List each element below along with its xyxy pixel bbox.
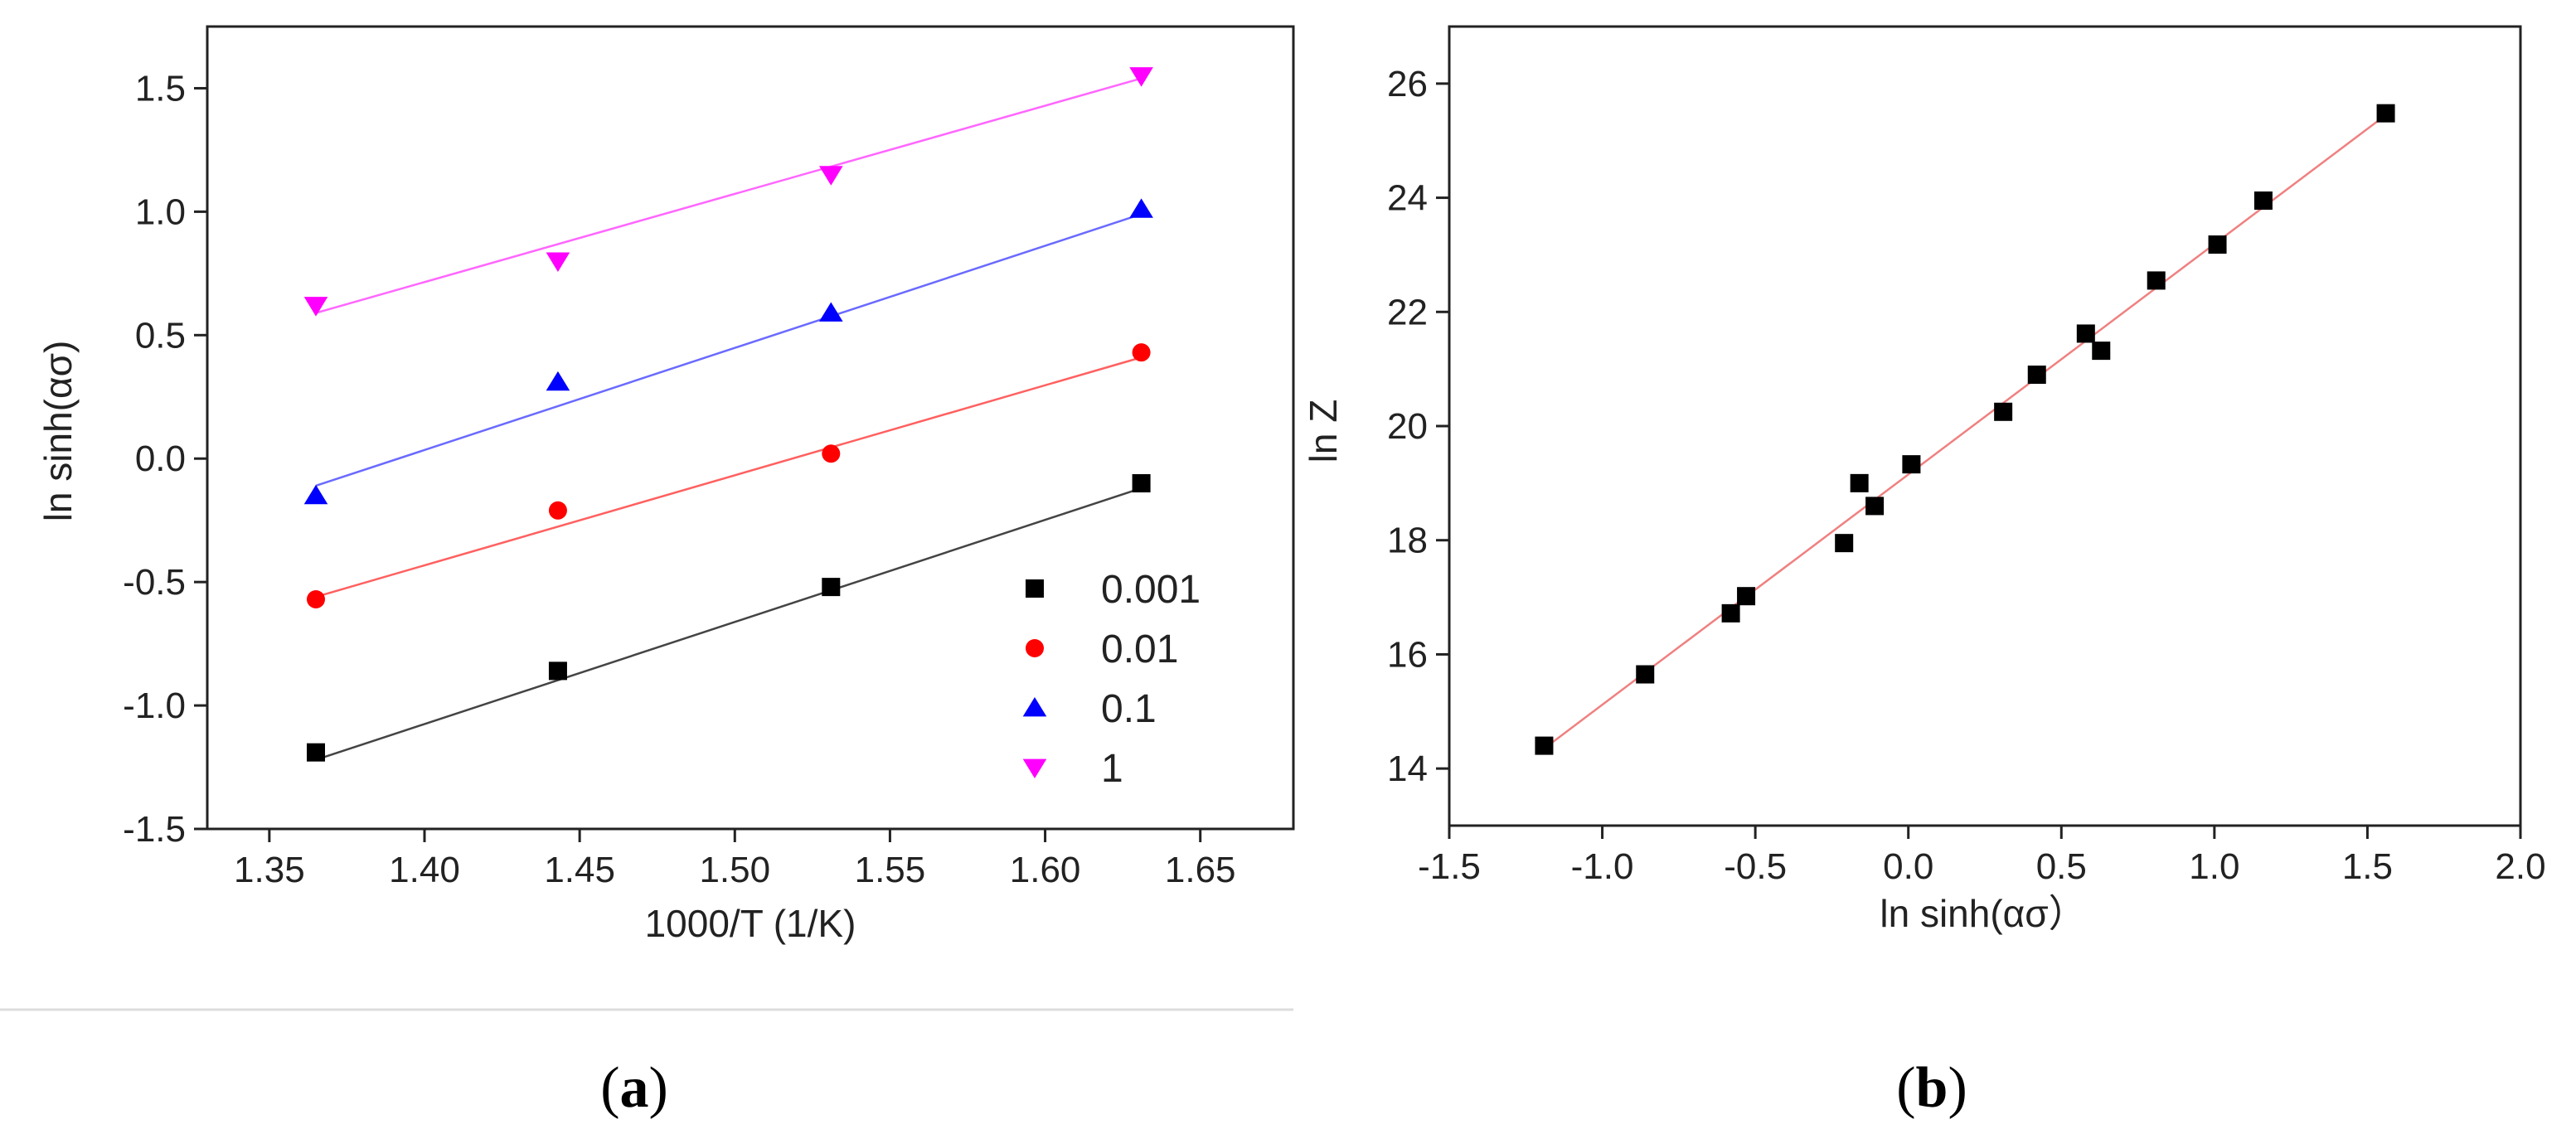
- panel-b-y-ticks: 14 16 18 20 22 24 26: [1387, 64, 1449, 789]
- b-point-data: [2253, 191, 2273, 211]
- b-point-data: [2208, 235, 2227, 254]
- a-point-1: [546, 252, 570, 272]
- a-point-1: [819, 166, 843, 186]
- legend-label-0.001: 0.001: [1101, 568, 1201, 612]
- panel-a-y-ticks: -1.5 -1.0 -0.5 0.0 0.5 1.0 1.5: [123, 68, 207, 850]
- a-x-tick-label: 1.45: [544, 850, 615, 890]
- a-point-0.001: [1132, 474, 1151, 493]
- b-point-data: [2147, 271, 2166, 290]
- b-point-data: [1835, 534, 1854, 553]
- b-point-data: [1737, 587, 1756, 606]
- legend-marker-0.01: [1026, 639, 1044, 657]
- a-point-1: [303, 297, 328, 317]
- b-point-data: [1865, 497, 1885, 516]
- a-x-tick-label: 1.40: [389, 850, 460, 890]
- panel-b-x-ticks: -1.5 -1.0 -0.5 0.0 0.5 1.0 1.5 2.0: [1418, 826, 2546, 887]
- b-point-data: [2076, 324, 2095, 343]
- b-point-data: [1902, 455, 1921, 474]
- panel-a-plot-frame: [206, 25, 1295, 831]
- panel-a: 1.35 1.40 1.45 1.50 1.55 1.60 1.65 -1.5 -1.0 -0.…: [0, 25, 1295, 1120]
- a-x-tick-label: 1.55: [855, 850, 926, 890]
- a-point-0.01: [307, 590, 325, 609]
- legend-label-0.1: 0.1: [1101, 687, 1157, 731]
- a-fit-line-1: [315, 77, 1142, 314]
- b-y-tick-label: 24: [1387, 178, 1428, 219]
- b-y-tick-label: 14: [1387, 749, 1428, 789]
- a-y-tick-label: 1.0: [135, 191, 186, 232]
- a-point-0.1: [819, 302, 843, 322]
- a-x-tick-label: 1.60: [1010, 850, 1081, 890]
- b-x-tick-label: 0.5: [2036, 846, 2087, 887]
- panel-a-x-ticks: 1.35 1.40 1.45 1.50 1.55 1.60 1.65: [234, 829, 1236, 890]
- legend-marker-0.001: [1026, 579, 1044, 598]
- a-x-tick-label: 1.50: [699, 850, 770, 890]
- a-point-0.1: [1129, 198, 1153, 218]
- b-y-tick-label: 26: [1387, 64, 1428, 104]
- a-fit-line-0.01: [315, 356, 1142, 598]
- a-point-0.01: [1132, 343, 1151, 362]
- panel-a-label: (a): [600, 1056, 668, 1120]
- panel-a-fit-lines: [315, 77, 1142, 761]
- legend-label-0.01: 0.01: [1101, 627, 1178, 671]
- b-x-tick-label: 1.5: [2342, 846, 2393, 887]
- panel-a-data-points: [303, 67, 1153, 762]
- a-point-0.01: [822, 444, 841, 463]
- a-point-0.01: [548, 501, 567, 520]
- a-y-tick-label: 0.5: [135, 315, 186, 356]
- panel-b-fit-lines: [1543, 114, 2387, 750]
- a-y-tick-label: 1.5: [135, 68, 186, 109]
- panel-a-legend: 0.001 0.01 0.1 1: [1022, 568, 1201, 791]
- b-point-data: [2027, 366, 2046, 385]
- b-x-tick-label: -0.5: [1724, 846, 1787, 887]
- b-point-data: [1636, 665, 1655, 684]
- b-point-data: [1535, 736, 1554, 755]
- a-point-1: [1129, 67, 1153, 87]
- b-x-tick-label: -1.5: [1418, 846, 1481, 887]
- panel-b-x-axis-label: ln sinh(ασ）: [1880, 892, 2086, 935]
- b-point-data: [1721, 603, 1740, 623]
- panel-b: -1.5 -1.0 -0.5 0.0 0.5 1.0 1.5 2.0 14 16 18 20 22 24…: [1302, 25, 2546, 1120]
- a-point-0.1: [546, 371, 570, 391]
- panel-b-plot-frame: [1448, 25, 2522, 827]
- legend-marker-1: [1022, 758, 1047, 778]
- b-x-tick-label: 0.0: [1883, 846, 1933, 887]
- panel-a-x-axis-label: 1000/T (1/K): [645, 902, 856, 945]
- legend-label-1: 1: [1101, 747, 1123, 791]
- b-x-tick-label: -1.0: [1571, 846, 1634, 887]
- a-y-tick-label: -0.5: [123, 562, 186, 603]
- b-point-data: [2376, 104, 2395, 123]
- a-x-tick-label: 1.65: [1165, 850, 1236, 890]
- legend-marker-0.1: [1022, 697, 1047, 717]
- a-y-tick-label: -1.0: [123, 686, 186, 726]
- a-point-0.1: [303, 484, 328, 505]
- b-y-tick-label: 22: [1387, 292, 1428, 332]
- a-point-0.001: [548, 661, 567, 681]
- a-fit-line-0.001: [315, 487, 1142, 761]
- b-y-tick-label: 16: [1387, 634, 1428, 675]
- a-y-tick-label: 0.0: [135, 439, 186, 479]
- a-point-0.001: [307, 743, 325, 762]
- b-point-data: [2092, 342, 2111, 361]
- panel-b-y-axis-label: ln Z: [1302, 400, 1345, 463]
- panel-b-label: (b): [1896, 1056, 1967, 1120]
- panel-a-y-axis-label: ln sinh(ασ): [36, 341, 80, 522]
- b-x-tick-label: 1.0: [2189, 846, 2239, 887]
- a-y-tick-label: -1.5: [123, 809, 186, 850]
- b-point-data: [1994, 402, 2013, 421]
- a-fit-line-0.1: [315, 213, 1142, 487]
- b-x-tick-label: 2.0: [2495, 846, 2545, 887]
- b-y-tick-label: 18: [1387, 521, 1428, 561]
- b-point-data: [1850, 473, 1869, 492]
- panel-b-data-points: [1535, 104, 2395, 755]
- a-point-0.001: [822, 578, 841, 597]
- b-y-tick-label: 20: [1387, 406, 1428, 447]
- b-fit-line-data: [1543, 114, 2387, 750]
- a-x-tick-label: 1.35: [234, 850, 305, 890]
